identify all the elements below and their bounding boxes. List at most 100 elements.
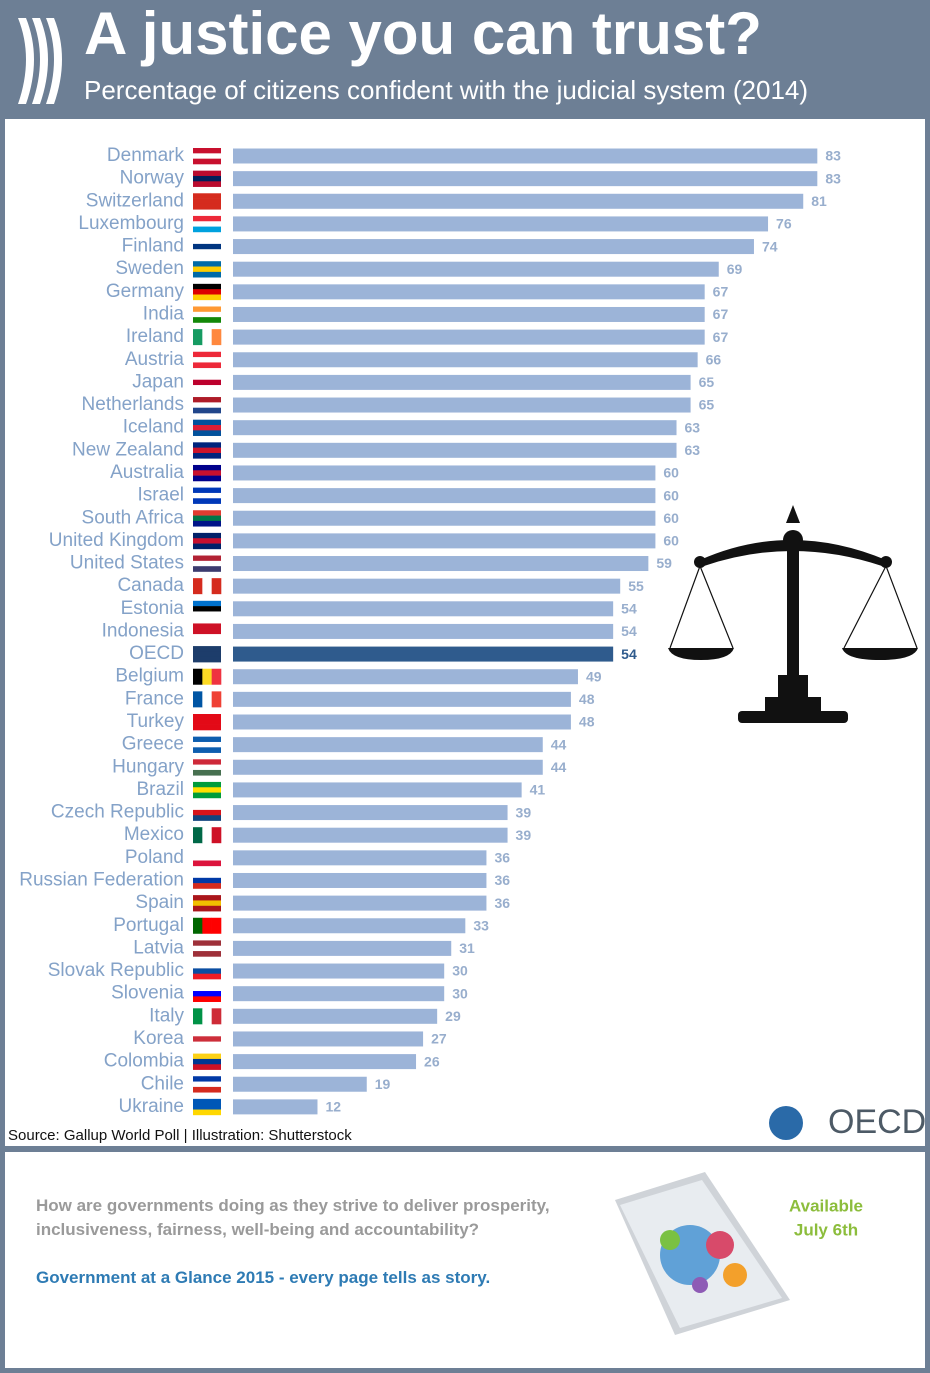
value-label: 29: [445, 1008, 461, 1024]
flag: [193, 520, 221, 527]
flag: [193, 1064, 221, 1070]
value-label: 54: [621, 623, 637, 639]
flag: [193, 543, 221, 550]
flag: [193, 905, 221, 912]
footer-text-box: How are governments doing as they strive…: [36, 1196, 550, 1287]
flag: [193, 362, 221, 369]
flag: [193, 487, 221, 494]
flag: [202, 1008, 212, 1025]
flag: [193, 578, 203, 595]
flag: [193, 379, 221, 386]
flag: [202, 917, 212, 934]
subtitle: Percentage of citizens confident with th…: [84, 75, 808, 105]
category-label: Belgium: [115, 666, 184, 687]
flag: [193, 538, 221, 544]
value-label: 69: [727, 261, 743, 277]
bar: [233, 940, 452, 956]
flag: [193, 1008, 203, 1025]
flag: [193, 306, 221, 313]
value-label: 30: [452, 985, 468, 1001]
flag: [193, 447, 221, 454]
category-label: Colombia: [104, 1051, 185, 1072]
flag: [193, 872, 221, 879]
flag: [193, 895, 221, 901]
value-label: 36: [494, 895, 510, 911]
bar: [233, 284, 705, 300]
bar: [233, 442, 677, 458]
bar: [233, 352, 698, 368]
flag: [193, 724, 221, 731]
value-label: 48: [579, 691, 595, 707]
bar: [233, 216, 769, 232]
flag: [202, 691, 212, 708]
flag: [193, 764, 221, 771]
flag: [193, 153, 221, 159]
flag: [193, 470, 221, 476]
flag: [193, 1104, 221, 1110]
value-label: 48: [579, 714, 595, 730]
flag: [193, 407, 221, 414]
flag: [193, 996, 221, 1002]
flag: [193, 181, 221, 187]
flag: [193, 175, 221, 182]
category-label: Switzerland: [86, 190, 184, 211]
flag: [193, 781, 221, 788]
flag: [193, 1098, 221, 1105]
flag: [193, 815, 221, 821]
category-label: Czech Republic: [51, 802, 184, 823]
oecd-chevrons: [18, 18, 62, 104]
flag: [193, 532, 221, 539]
flag: [193, 1076, 221, 1082]
value-label: 12: [325, 1099, 341, 1115]
category-label: Austria: [125, 349, 185, 370]
value-label: 49: [586, 668, 602, 684]
bar: [233, 691, 571, 707]
flag: [193, 646, 221, 652]
bar: [233, 1099, 318, 1115]
flag: [193, 289, 221, 295]
category-label: Hungary: [112, 756, 184, 777]
value-label: 54: [621, 646, 637, 662]
flag: [193, 1086, 221, 1093]
bar: [233, 171, 818, 187]
flag: [193, 963, 221, 969]
logo: OECD: [828, 1103, 926, 1141]
flag: [193, 425, 221, 431]
flag: [193, 606, 221, 612]
flag: [193, 311, 221, 318]
value-label: 30: [452, 963, 468, 979]
value-label: 41: [530, 782, 546, 798]
value-label: 60: [663, 533, 679, 549]
value-label: 67: [713, 306, 729, 322]
flag: [193, 747, 221, 753]
flag: [193, 294, 221, 301]
bar: [233, 759, 543, 775]
category-label: Sweden: [115, 258, 184, 279]
flag: [193, 271, 221, 278]
flag: [193, 628, 221, 635]
flag: [193, 566, 221, 572]
category-label: Ireland: [126, 326, 184, 347]
bar: [233, 737, 543, 753]
bar: [233, 827, 508, 843]
flag: [193, 883, 221, 889]
category-label: Poland: [125, 847, 184, 868]
flag: [193, 266, 221, 273]
category-label: Germany: [106, 281, 185, 302]
category-label: Portugal: [113, 915, 184, 936]
value-label: 54: [621, 601, 637, 617]
flag: [193, 917, 203, 934]
flag: [193, 198, 221, 205]
category-label: United Kingdom: [49, 530, 184, 551]
category-label: Slovenia: [111, 983, 184, 1004]
category-label: Finland: [122, 236, 184, 257]
flag: [211, 668, 222, 685]
flag: [202, 668, 212, 685]
bar: [233, 578, 621, 594]
category-label: OECD: [129, 643, 184, 664]
flag: [193, 600, 221, 607]
flag: [193, 329, 203, 346]
flag: [193, 492, 221, 499]
value-label: 66: [706, 351, 722, 367]
